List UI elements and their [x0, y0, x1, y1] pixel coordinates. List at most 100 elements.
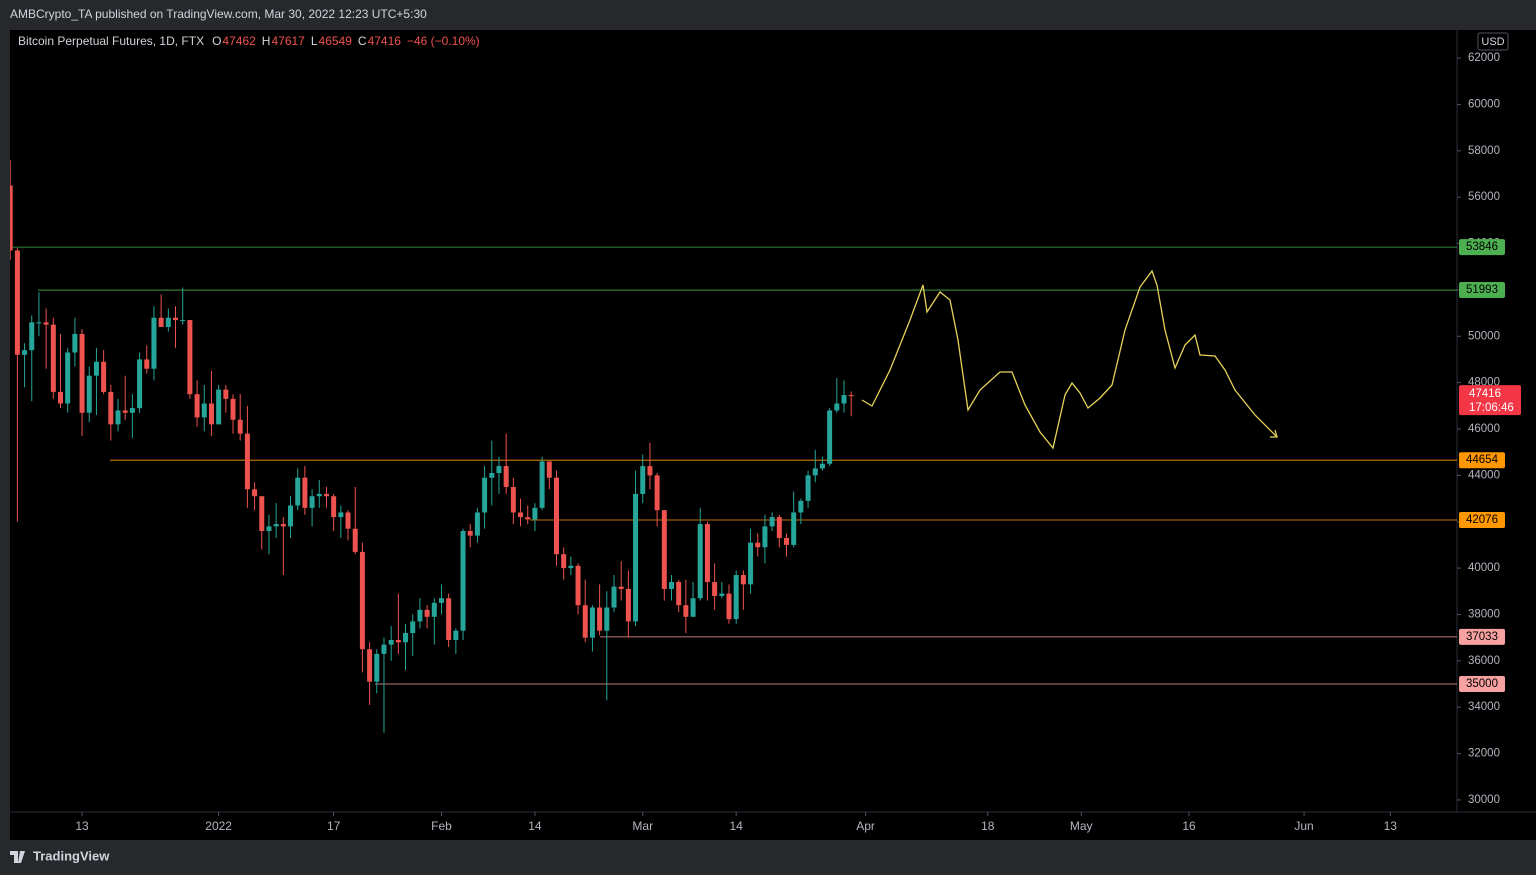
candle-body	[776, 517, 782, 538]
level-label: 51993	[1466, 284, 1498, 296]
candle-body	[165, 317, 171, 327]
x-tick-label: 2022	[205, 819, 232, 833]
currency-box	[1477, 32, 1509, 51]
candle-body	[58, 391, 64, 404]
x-tick-label: Apr	[856, 819, 875, 833]
candle-body	[748, 542, 754, 585]
candle-body	[431, 602, 437, 617]
y-tick-label: 60000	[1468, 98, 1500, 110]
x-tick-label: May	[1070, 819, 1093, 833]
candle-body	[518, 512, 524, 518]
candle-body	[14, 250, 20, 355]
x-tick-label: 13	[1384, 819, 1398, 833]
level-label-box	[1459, 628, 1505, 645]
level-label-box	[1459, 676, 1505, 693]
candle-body	[640, 466, 646, 494]
level-label-box	[1459, 239, 1505, 256]
candle-body	[827, 410, 833, 464]
y-tick-label: 34000	[1468, 701, 1500, 713]
candle-body	[93, 361, 99, 376]
chart-area	[10, 30, 1536, 840]
countdown: 17:06:46	[1469, 402, 1514, 414]
candle-body	[323, 493, 329, 497]
candle-body	[50, 324, 56, 392]
candle-body	[201, 403, 207, 418]
candle-body	[848, 395, 854, 397]
candle-body	[410, 621, 416, 634]
candle-body	[798, 500, 804, 513]
candle-body	[482, 477, 488, 513]
candle-body	[280, 524, 286, 527]
candle-body	[546, 461, 552, 478]
logo-mark	[10, 851, 25, 863]
y-tick-label: 58000	[1468, 145, 1500, 157]
candle-body	[489, 473, 495, 478]
level-label-box	[1459, 452, 1505, 469]
candle-body	[597, 607, 603, 631]
x-tick-label: Mar	[632, 819, 653, 833]
symbol-title: Bitcoin Perpetual Futures, 1D, FTX	[18, 34, 204, 48]
candle-body	[424, 609, 430, 617]
candle-body	[733, 575, 739, 620]
candle-body	[259, 496, 265, 532]
candle-body	[223, 389, 229, 399]
candle-body	[381, 644, 387, 654]
candle-body	[446, 598, 452, 640]
candle-body	[582, 605, 588, 638]
candle-body	[388, 639, 394, 645]
candle-body	[151, 317, 157, 369]
currency: USD	[1481, 36, 1504, 48]
level-label: 35000	[1466, 678, 1498, 690]
candle-body	[36, 322, 42, 324]
candle-body	[503, 466, 509, 487]
candle-body	[252, 489, 258, 497]
candle-body	[740, 575, 746, 585]
candle-body	[697, 524, 703, 599]
candle-body	[173, 317, 179, 321]
level-label-box	[1459, 511, 1505, 528]
legend-key: L	[311, 34, 318, 48]
candle-body	[834, 403, 840, 411]
legend-value: 47416	[368, 34, 402, 48]
y-tick-label: 40000	[1468, 562, 1500, 574]
candle-body	[683, 605, 689, 617]
candle-body	[137, 359, 143, 409]
candle-body	[295, 477, 301, 506]
last-price: 47416	[1469, 388, 1501, 400]
candle-body	[467, 531, 473, 536]
candle-body	[316, 493, 322, 497]
candle-body	[129, 408, 135, 413]
candle-body	[791, 512, 797, 545]
candle-body	[474, 512, 480, 536]
candle-body	[510, 486, 516, 513]
candle-body	[668, 582, 674, 589]
candle-body	[819, 463, 825, 469]
x-tick-label: Jun	[1294, 819, 1313, 833]
candle-body	[122, 410, 128, 413]
candle-body	[647, 466, 653, 476]
candle-body	[108, 391, 114, 425]
candle-body	[654, 475, 660, 511]
candle-body	[496, 466, 502, 474]
candle-body	[453, 630, 459, 640]
level-label: 37033	[1466, 631, 1498, 643]
candle-body	[805, 475, 811, 501]
last-price-box	[1459, 385, 1521, 416]
candle-body	[338, 512, 344, 518]
candle-body	[115, 410, 121, 425]
candle-body	[309, 496, 315, 508]
candle-body	[676, 582, 682, 606]
x-tick-label: Feb	[431, 819, 452, 833]
candle-body	[812, 468, 818, 476]
candle-body	[65, 352, 71, 404]
candle-body	[359, 551, 365, 650]
candle-body	[10, 185, 13, 251]
candle-body	[273, 524, 279, 527]
candle-body	[690, 598, 696, 617]
candle-body	[525, 517, 531, 520]
level-label: 42076	[1466, 514, 1498, 526]
legend-key: C	[358, 34, 367, 48]
x-tick-label: 14	[730, 819, 744, 833]
candle-body	[532, 507, 538, 520]
